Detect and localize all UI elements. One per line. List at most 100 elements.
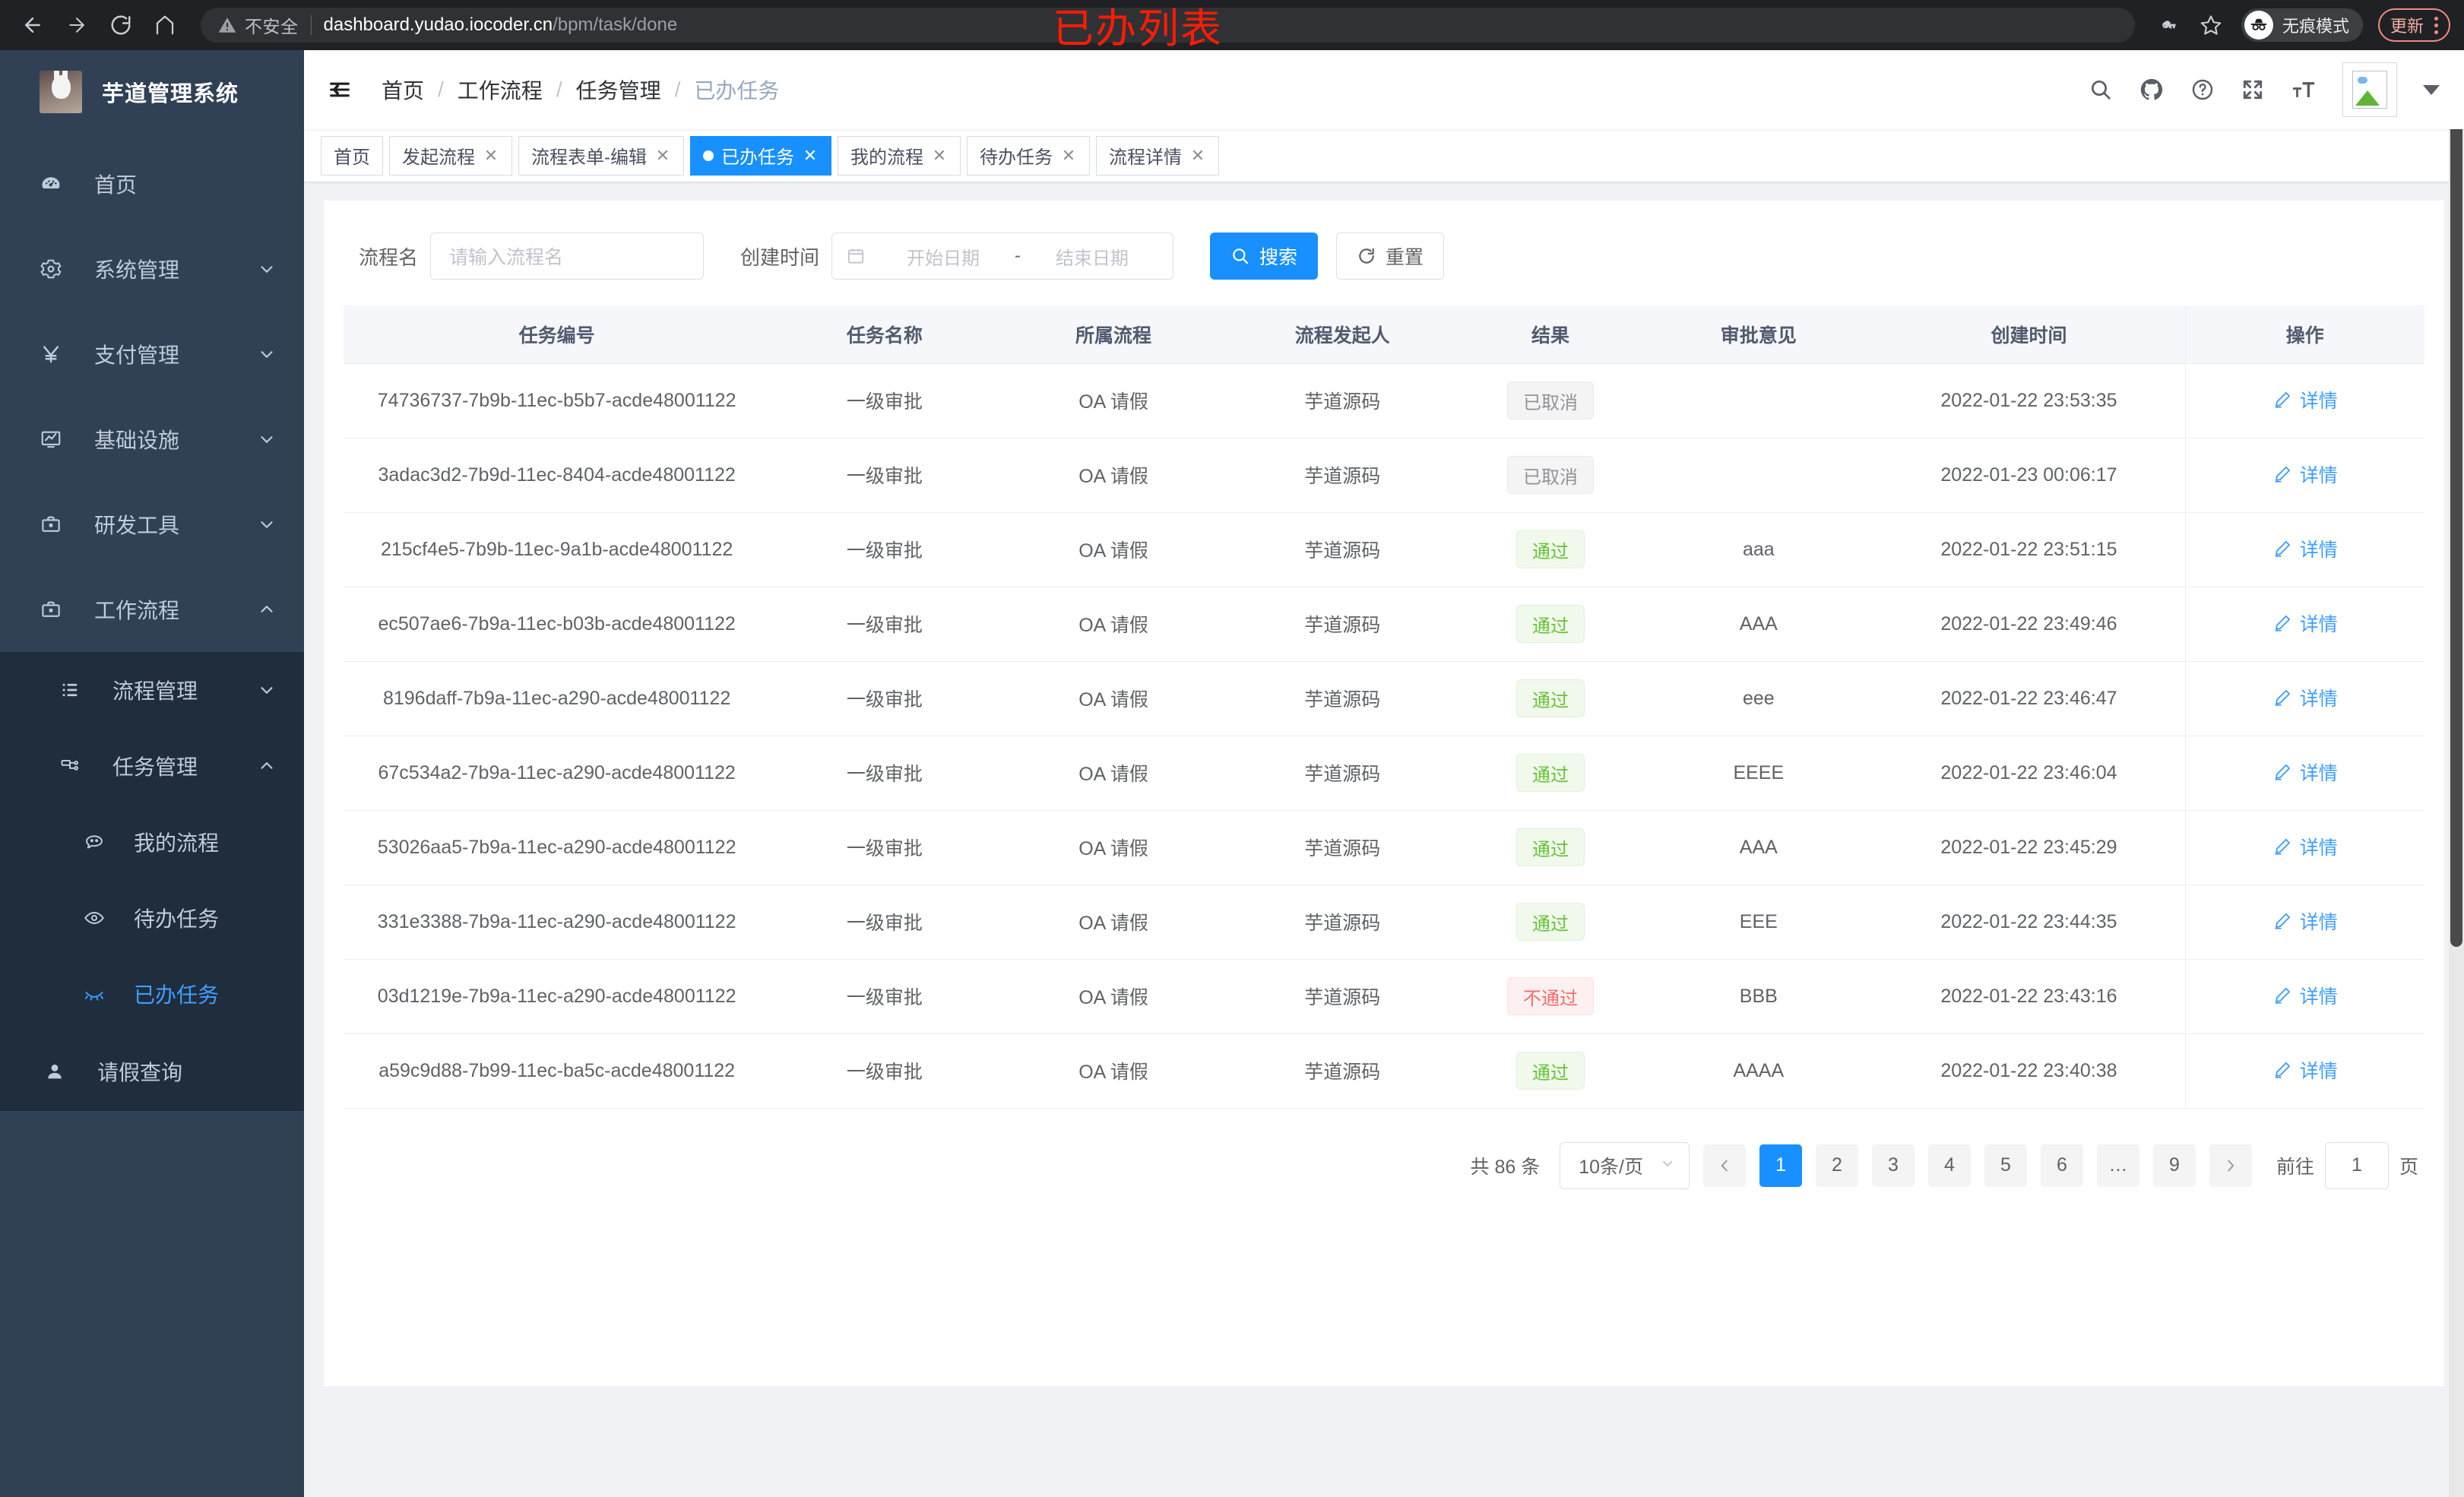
workflow-submenu: 流程管理 任务管理 — [0, 652, 304, 1111]
detail-button[interactable]: 详情 — [2272, 609, 2338, 637]
page-ellipsis[interactable]: … — [2096, 1144, 2139, 1187]
detail-button[interactable]: 详情 — [2272, 535, 2338, 562]
sidebar-item-todo-tasks[interactable]: 待办任务 — [0, 880, 304, 956]
sidebar-item-payment[interactable]: 支付管理 — [0, 312, 304, 397]
sidebar-item-task-management[interactable]: 任务管理 — [0, 728, 304, 804]
detail-button[interactable]: 详情 — [2272, 833, 2338, 860]
font-size-icon[interactable] — [2291, 77, 2317, 103]
table-row: a59c9d88-7b99-11ec-ba5c-acde48001122 一级审批… — [344, 1033, 2424, 1109]
hamburger-icon[interactable] — [327, 77, 362, 103]
sidebar-item-home[interactable]: 首页 — [0, 141, 304, 226]
sidebar-item-done-tasks[interactable]: 已办任务 — [0, 956, 304, 1032]
detail-button[interactable]: 详情 — [2272, 1056, 2338, 1084]
navbar: 首页 / 工作流程 / 任务管理 / 已办任务 — [304, 50, 2464, 129]
close-icon[interactable]: ✕ — [655, 145, 670, 165]
sidebar-item-system[interactable]: 系统管理 — [0, 226, 304, 312]
page-button-9[interactable]: 9 — [2152, 1144, 2196, 1187]
search-button[interactable]: 搜索 — [1210, 233, 1319, 280]
sidebar-item-devtools[interactable]: 研发工具 — [0, 482, 304, 567]
status-badge: 通过 — [1516, 754, 1585, 792]
breadcrumb-item-workflow[interactable]: 工作流程 — [457, 79, 543, 103]
key-icon[interactable] — [2152, 7, 2188, 43]
github-icon[interactable] — [2139, 77, 2165, 103]
sidebar-item-label: 研发工具 — [94, 514, 180, 537]
process-name-input[interactable]: 请输入流程名 — [430, 233, 705, 280]
help-circle-icon[interactable] — [2190, 78, 2215, 102]
comment-cell — [1644, 438, 1873, 513]
star-icon[interactable] — [2193, 7, 2229, 43]
page-size-select[interactable]: 10条/页 — [1560, 1141, 1690, 1189]
reset-button[interactable]: 重置 — [1336, 233, 1445, 280]
tab-process-form-edit[interactable]: 流程表单-编辑 ✕ — [518, 135, 684, 176]
page-button-1[interactable]: 1 — [1759, 1144, 1802, 1187]
close-icon[interactable]: ✕ — [932, 145, 947, 165]
brand-name: 芋道管理系统 — [102, 82, 239, 106]
prev-page-button[interactable] — [1702, 1144, 1746, 1187]
fullscreen-icon[interactable] — [2241, 78, 2265, 102]
home-icon[interactable] — [146, 6, 184, 44]
page-button-5[interactable]: 5 — [1984, 1144, 2027, 1187]
scrollbar-thumb[interactable] — [2450, 50, 2462, 947]
edit-pencil-icon — [2272, 762, 2292, 782]
page-button-4[interactable]: 4 — [1927, 1144, 1971, 1187]
tab-start-process[interactable]: 发起流程 ✕ — [389, 135, 512, 176]
sidebar-item-infrastructure[interactable]: 基础设施 — [0, 397, 304, 482]
table-row: 67c534a2-7b9a-11ec-a290-acde48001122 一级审批… — [344, 736, 2424, 811]
forward-arrow-icon[interactable] — [58, 6, 96, 44]
tab-home[interactable]: 首页 — [321, 135, 383, 176]
page-button-3[interactable]: 3 — [1871, 1144, 1915, 1187]
breadcrumb-separator: / — [438, 78, 444, 101]
reload-icon[interactable] — [102, 6, 140, 44]
incognito-icon — [2244, 11, 2273, 40]
sidebar-item-leave-query[interactable]: 请假查询 — [0, 1032, 304, 1111]
sidebar-item-workflow[interactable]: 工作流程 — [0, 567, 304, 652]
tab-todo-tasks[interactable]: 待办任务 ✕ — [967, 135, 1090, 176]
incognito-indicator[interactable]: 无痕模式 — [2241, 8, 2363, 42]
sidebar-item-label: 基础设施 — [94, 429, 180, 452]
briefcase-icon — [40, 513, 74, 536]
edit-pencil-icon — [2272, 390, 2292, 410]
create-time-range-picker[interactable]: 开始日期 - 结束日期 — [831, 233, 1174, 280]
task-name-cell: 一级审批 — [770, 1033, 999, 1109]
update-button[interactable]: 更新 — [2377, 8, 2450, 42]
sidebar-item-label: 支付管理 — [94, 343, 180, 367]
close-icon[interactable]: ✕ — [1061, 145, 1076, 165]
search-icon[interactable] — [2089, 78, 2113, 102]
page-button-2[interactable]: 2 — [1815, 1144, 1858, 1187]
insecure-label: 不安全 — [245, 17, 299, 36]
content-area: 流程名 请输入流程名 创建时间 开始日期 - 结束日期 — [304, 182, 2464, 1497]
page-scrollbar[interactable] — [2449, 50, 2464, 1497]
caret-down-icon[interactable] — [2423, 84, 2440, 95]
breadcrumb-item-task-management[interactable]: 任务管理 — [575, 79, 661, 103]
brand[interactable]: 芋道管理系统 — [0, 50, 304, 134]
detail-button[interactable]: 详情 — [2272, 758, 2338, 786]
page-button-6[interactable]: 6 — [2040, 1144, 2083, 1187]
page-jump-input[interactable]: 1 — [2324, 1141, 2389, 1189]
breadcrumb-item-home[interactable]: 首页 — [382, 79, 425, 103]
close-icon[interactable]: ✕ — [803, 145, 818, 165]
tab-my-process[interactable]: 我的流程 ✕ — [838, 135, 961, 176]
address-bar[interactable]: 不安全 dashboard.yudao.iocoder.cn/bpm/task/… — [201, 8, 2135, 43]
tab-label: 流程表单-编辑 — [531, 147, 647, 168]
kebab-menu-icon[interactable] — [2434, 16, 2438, 34]
sidebar-item-my-process[interactable]: 我的流程 — [0, 804, 304, 880]
tab-process-detail[interactable]: 流程详情 ✕ — [1096, 135, 1219, 176]
edit-pencil-icon — [2272, 688, 2292, 707]
sidebar-item-process-management[interactable]: 流程管理 — [0, 652, 304, 728]
comment-cell: aaa — [1644, 512, 1873, 587]
task-name-cell: 一级审批 — [770, 438, 999, 513]
detail-button[interactable]: 详情 — [2272, 982, 2338, 1009]
tab-done-tasks[interactable]: 已办任务 ✕ — [690, 135, 831, 176]
close-icon[interactable]: ✕ — [1190, 145, 1205, 165]
detail-button[interactable]: 详情 — [2272, 907, 2338, 935]
detail-button[interactable]: 详情 — [2272, 386, 2338, 413]
task-id-cell: 215cf4e5-7b9b-11ec-9a1b-acde48001122 — [344, 512, 771, 587]
detail-button[interactable]: 详情 — [2272, 460, 2338, 488]
task-id-cell: 3adac3d2-7b9d-11ec-8404-acde48001122 — [344, 438, 771, 513]
close-icon[interactable]: ✕ — [483, 145, 499, 165]
next-page-button[interactable] — [2209, 1144, 2252, 1187]
task-name-cell: 一级审批 — [770, 885, 999, 960]
back-arrow-icon[interactable] — [14, 6, 52, 44]
avatar[interactable] — [2342, 62, 2397, 117]
detail-button[interactable]: 详情 — [2272, 684, 2338, 711]
